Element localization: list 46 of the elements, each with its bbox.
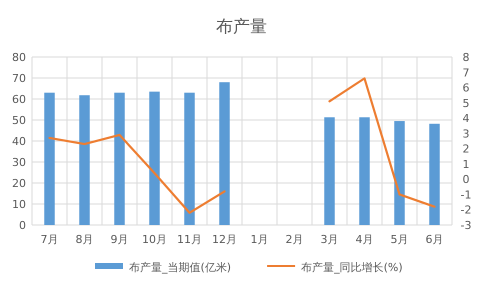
x-tick-label: 3月 (320, 233, 338, 246)
legend-label: 布产量_当期值(亿米) (129, 261, 232, 274)
bar (324, 117, 335, 225)
x-tick-label: 8月 (76, 233, 94, 246)
y2-tick-label: -3 (460, 219, 472, 232)
y-tick-label: 40 (12, 135, 26, 148)
y-tick-label: 20 (12, 177, 26, 190)
x-tick-label: 4月 (356, 233, 374, 246)
y2-tick-label: 2 (462, 142, 470, 156)
bar (359, 117, 370, 225)
x-tick-label: 9月 (110, 233, 128, 246)
bar (79, 95, 90, 225)
y-tick-label: 80 (12, 51, 26, 64)
y2-tick-label: 4 (462, 112, 470, 126)
bar (114, 92, 125, 225)
y2-tick-label: 0 (462, 173, 470, 186)
x-tick-label: 6月 (426, 233, 444, 246)
x-tick-label: 11月 (177, 233, 202, 246)
bar (149, 92, 160, 225)
x-tick-label: 2月 (286, 233, 304, 246)
y2-tick-label: 8 (462, 51, 470, 64)
bar (44, 92, 55, 225)
bar (184, 92, 195, 225)
y2-tick-label: 3 (462, 127, 470, 140)
y-tick-label: 0 (19, 219, 26, 232)
bar (394, 121, 405, 225)
x-tick-label: 12月 (212, 233, 237, 246)
y2-tick-label: -1 (460, 188, 472, 202)
chart-title: 布产量 (216, 17, 267, 37)
y-tick-label: 50 (12, 114, 26, 127)
x-tick-label: 10月 (142, 233, 167, 246)
legend-label: 布产量_同比增长(%) (301, 261, 403, 274)
y2-tick-label: 5 (462, 96, 470, 110)
y2-tick-label: -2 (460, 204, 472, 217)
bar (429, 124, 440, 225)
x-tick-label: 5月 (390, 233, 408, 246)
y2-tick-label: 1 (462, 158, 470, 171)
y-tick-label: 70 (12, 72, 26, 85)
x-tick-label: 7月 (40, 233, 58, 246)
x-tick-label: 1月 (250, 233, 268, 246)
y2-tick-label: 6 (462, 82, 470, 95)
y2-tick-label: 7 (462, 66, 470, 80)
bar (219, 82, 230, 225)
y-tick-label: 60 (12, 93, 26, 106)
y-tick-label: 30 (12, 156, 26, 169)
y-tick-label: 10 (12, 198, 26, 211)
